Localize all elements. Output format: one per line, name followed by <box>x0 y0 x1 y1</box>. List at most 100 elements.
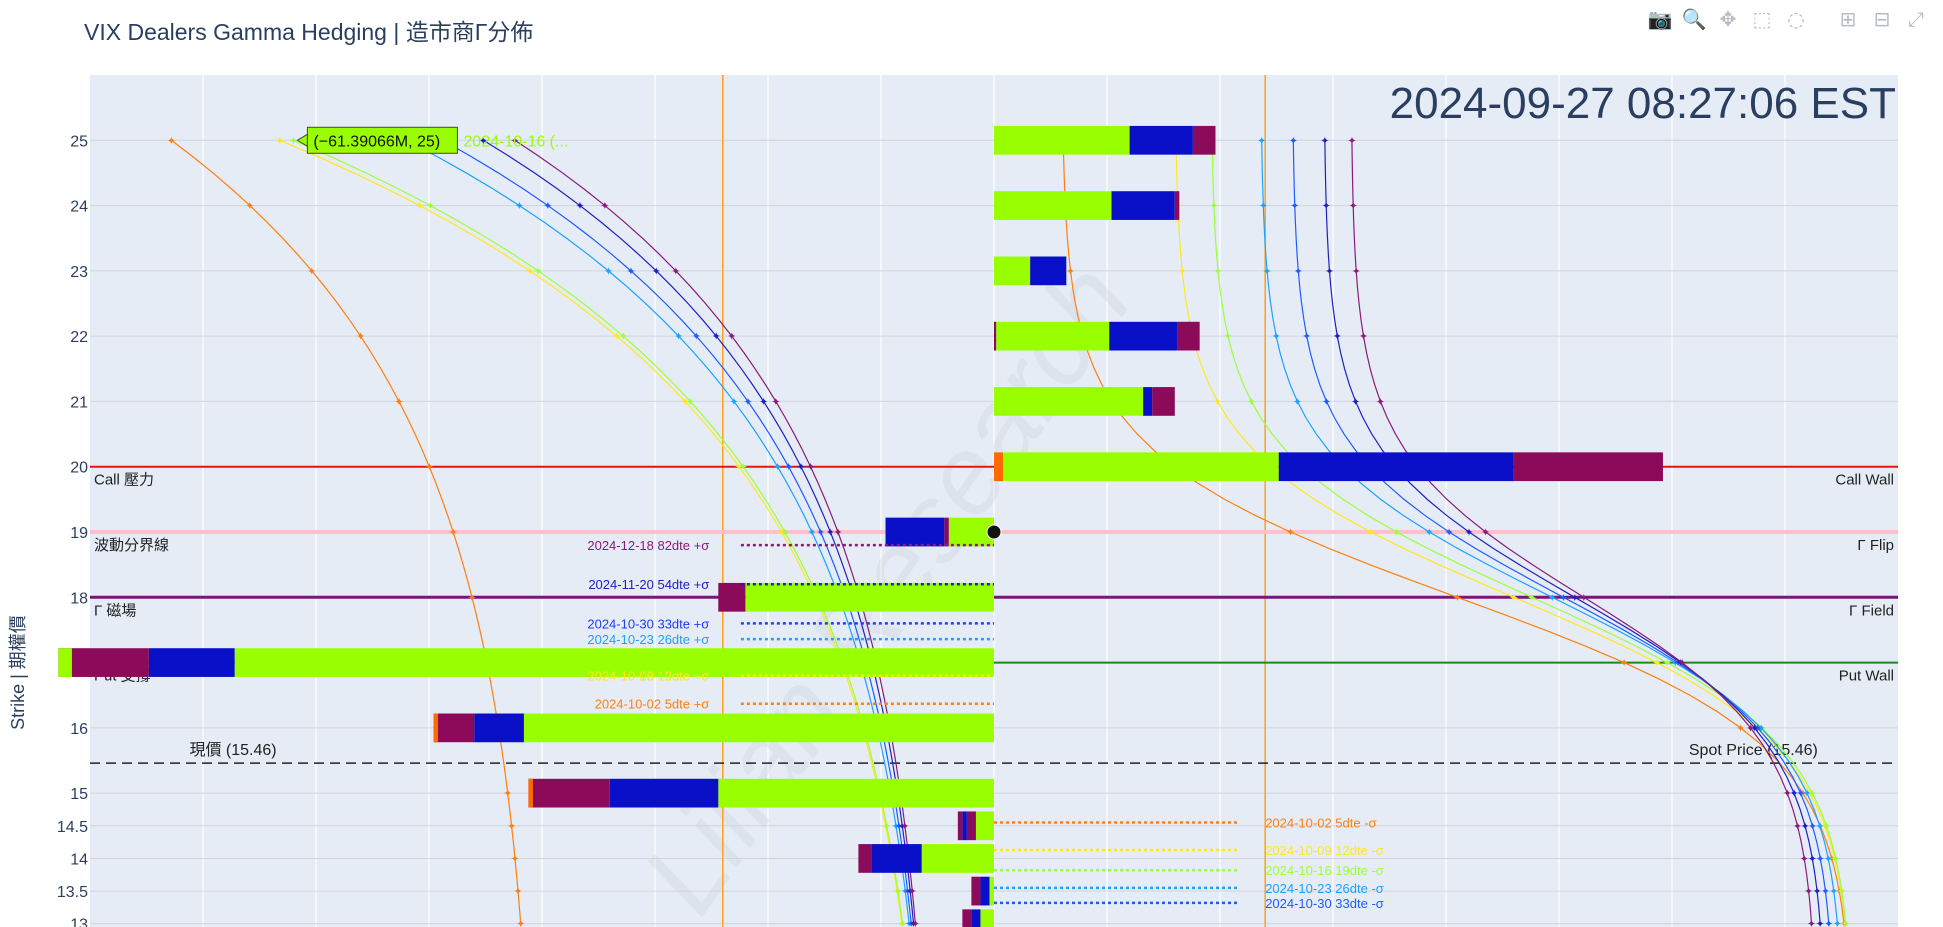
level-label-left: Γ 磁場 <box>94 602 136 619</box>
curve-marker: ✦ <box>826 527 835 539</box>
lasso-select-icon[interactable]: ◌ <box>1787 7 1805 31</box>
autoscale-icon[interactable]: ⤢ <box>1908 7 1924 31</box>
level-label-left: Call 壓力 <box>94 472 154 489</box>
gamma-bar <box>980 876 990 906</box>
curve-marker: ✦ <box>1392 527 1401 539</box>
sigma-minus-label: 2024-10-16 19dte -σ <box>1265 863 1384 878</box>
curve-marker: ✦ <box>510 853 519 865</box>
curve-marker: ✦ <box>1481 527 1490 539</box>
gamma-bar <box>1143 387 1153 416</box>
camera-icon[interactable]: 📷 <box>1647 7 1673 31</box>
gamma-curve <box>1324 140 1821 924</box>
gamma-bar <box>433 713 475 743</box>
curve-marker: ✦ <box>1302 331 1311 343</box>
curve-marker: ✦ <box>1366 527 1375 539</box>
gamma-curve <box>1351 140 1813 924</box>
curve-marker: ✦ <box>1752 723 1761 735</box>
curve-marker: ✦ <box>893 886 902 898</box>
curve-marker: ✦ <box>1837 886 1846 898</box>
gamma-bar <box>1192 125 1216 155</box>
curve-marker: ✦ <box>1209 201 1218 213</box>
curve-marker: ✦ <box>1359 331 1368 343</box>
curve-marker: ✦ <box>1736 723 1745 735</box>
curve-marker: ✦ <box>1290 201 1299 213</box>
curve-marker: ✦ <box>1822 821 1831 833</box>
sigma-minus-label: 2024-10-02 5dte -σ <box>1265 816 1376 831</box>
curve-marker: ✦ <box>1663 658 1672 670</box>
gamma-bar <box>1111 191 1175 220</box>
curve-marker: ✦ <box>626 266 635 278</box>
curve-marker: ✦ <box>1812 886 1821 898</box>
curve-marker: ✦ <box>1746 723 1755 735</box>
gamma-bar <box>718 778 994 808</box>
curve-marker: ✦ <box>1347 135 1356 147</box>
curve-marker: ✦ <box>1833 919 1842 927</box>
gamma-bar <box>1129 125 1193 155</box>
curve-marker: ✦ <box>534 266 543 278</box>
curve-marker: ✦ <box>1829 886 1838 898</box>
gamma-bar <box>745 582 994 612</box>
box-select-icon[interactable]: ⬚ <box>1752 7 1772 31</box>
curve-marker: ✦ <box>734 462 743 474</box>
curve-marker: ✦ <box>652 266 661 278</box>
curve-marker: ✦ <box>1247 396 1256 408</box>
curve-marker: ✦ <box>1830 853 1839 865</box>
sigma-plus-label: 2024-10-30 33dte +σ <box>587 616 709 631</box>
gamma-bar <box>1152 387 1175 416</box>
curve-marker: ✦ <box>516 919 525 927</box>
curve-marker: ✦ <box>729 396 738 408</box>
curve-marker: ✦ <box>1827 853 1836 865</box>
y-tick-label: 23 <box>70 264 88 281</box>
gamma-bar <box>609 778 719 808</box>
curve-marker: ✦ <box>426 201 435 213</box>
gamma-bar <box>1513 452 1663 482</box>
zoom-in-icon[interactable]: ⊞ <box>1839 7 1857 31</box>
y-tick-label: 14 <box>70 851 88 868</box>
gamma-bar <box>234 648 994 677</box>
curve-marker: ✦ <box>1841 919 1850 927</box>
curve-marker: ✦ <box>507 821 516 833</box>
level-label-right: Spot Price (15.46) <box>1689 742 1818 759</box>
curve-marker: ✦ <box>510 135 519 147</box>
zoom-icon[interactable]: 🔍 <box>1681 7 1707 31</box>
curve-marker: ✦ <box>882 821 891 833</box>
gamma-curve <box>1292 140 1830 924</box>
gamma-bar <box>994 321 997 351</box>
curve-marker: ✦ <box>727 331 736 343</box>
curve-marker: ✦ <box>903 886 912 898</box>
gamma-bar <box>971 909 981 927</box>
curve-marker: ✦ <box>289 135 298 147</box>
curve-marker: ✦ <box>275 135 284 147</box>
curve-marker: ✦ <box>898 821 907 833</box>
curve-marker: ✦ <box>1677 658 1686 670</box>
zoom-out-icon[interactable]: ⊟ <box>1873 7 1891 31</box>
pan-icon[interactable]: ✥ <box>1719 7 1737 31</box>
curve-marker: ✦ <box>1821 886 1830 898</box>
curve-marker: ✦ <box>1262 266 1271 278</box>
curve-marker: ✦ <box>908 886 917 898</box>
curve-marker: ✦ <box>1320 135 1329 147</box>
curve-marker: ✦ <box>1213 266 1222 278</box>
sigma-minus-label: 2024-10-09 12dte -σ <box>1265 843 1384 858</box>
gamma-bar <box>58 648 72 677</box>
curve-marker: ✦ <box>1223 331 1232 343</box>
gamma-bar <box>944 517 949 547</box>
curve-marker: ✦ <box>1804 886 1813 898</box>
curve-marker: ✦ <box>1676 658 1685 670</box>
curve-marker: ✦ <box>1673 658 1682 670</box>
curve-marker: ✦ <box>1789 788 1798 800</box>
curve-marker: ✦ <box>1753 723 1762 735</box>
y-tick-label: 19 <box>70 525 88 542</box>
gamma-bar <box>1177 321 1200 351</box>
y-tick-label: 22 <box>70 329 88 346</box>
curve-marker: ✦ <box>892 886 901 898</box>
curve-marker: ✦ <box>773 462 782 474</box>
curve-marker: ✦ <box>394 396 403 408</box>
curve-marker: ✦ <box>1527 592 1536 604</box>
gamma-bar <box>966 811 976 841</box>
curve-marker: ✦ <box>1837 886 1846 898</box>
curve-marker: ✦ <box>1066 266 1075 278</box>
gamma-bar <box>994 256 1031 286</box>
curve-marker: ✦ <box>686 396 695 408</box>
curve-marker: ✦ <box>743 396 752 408</box>
